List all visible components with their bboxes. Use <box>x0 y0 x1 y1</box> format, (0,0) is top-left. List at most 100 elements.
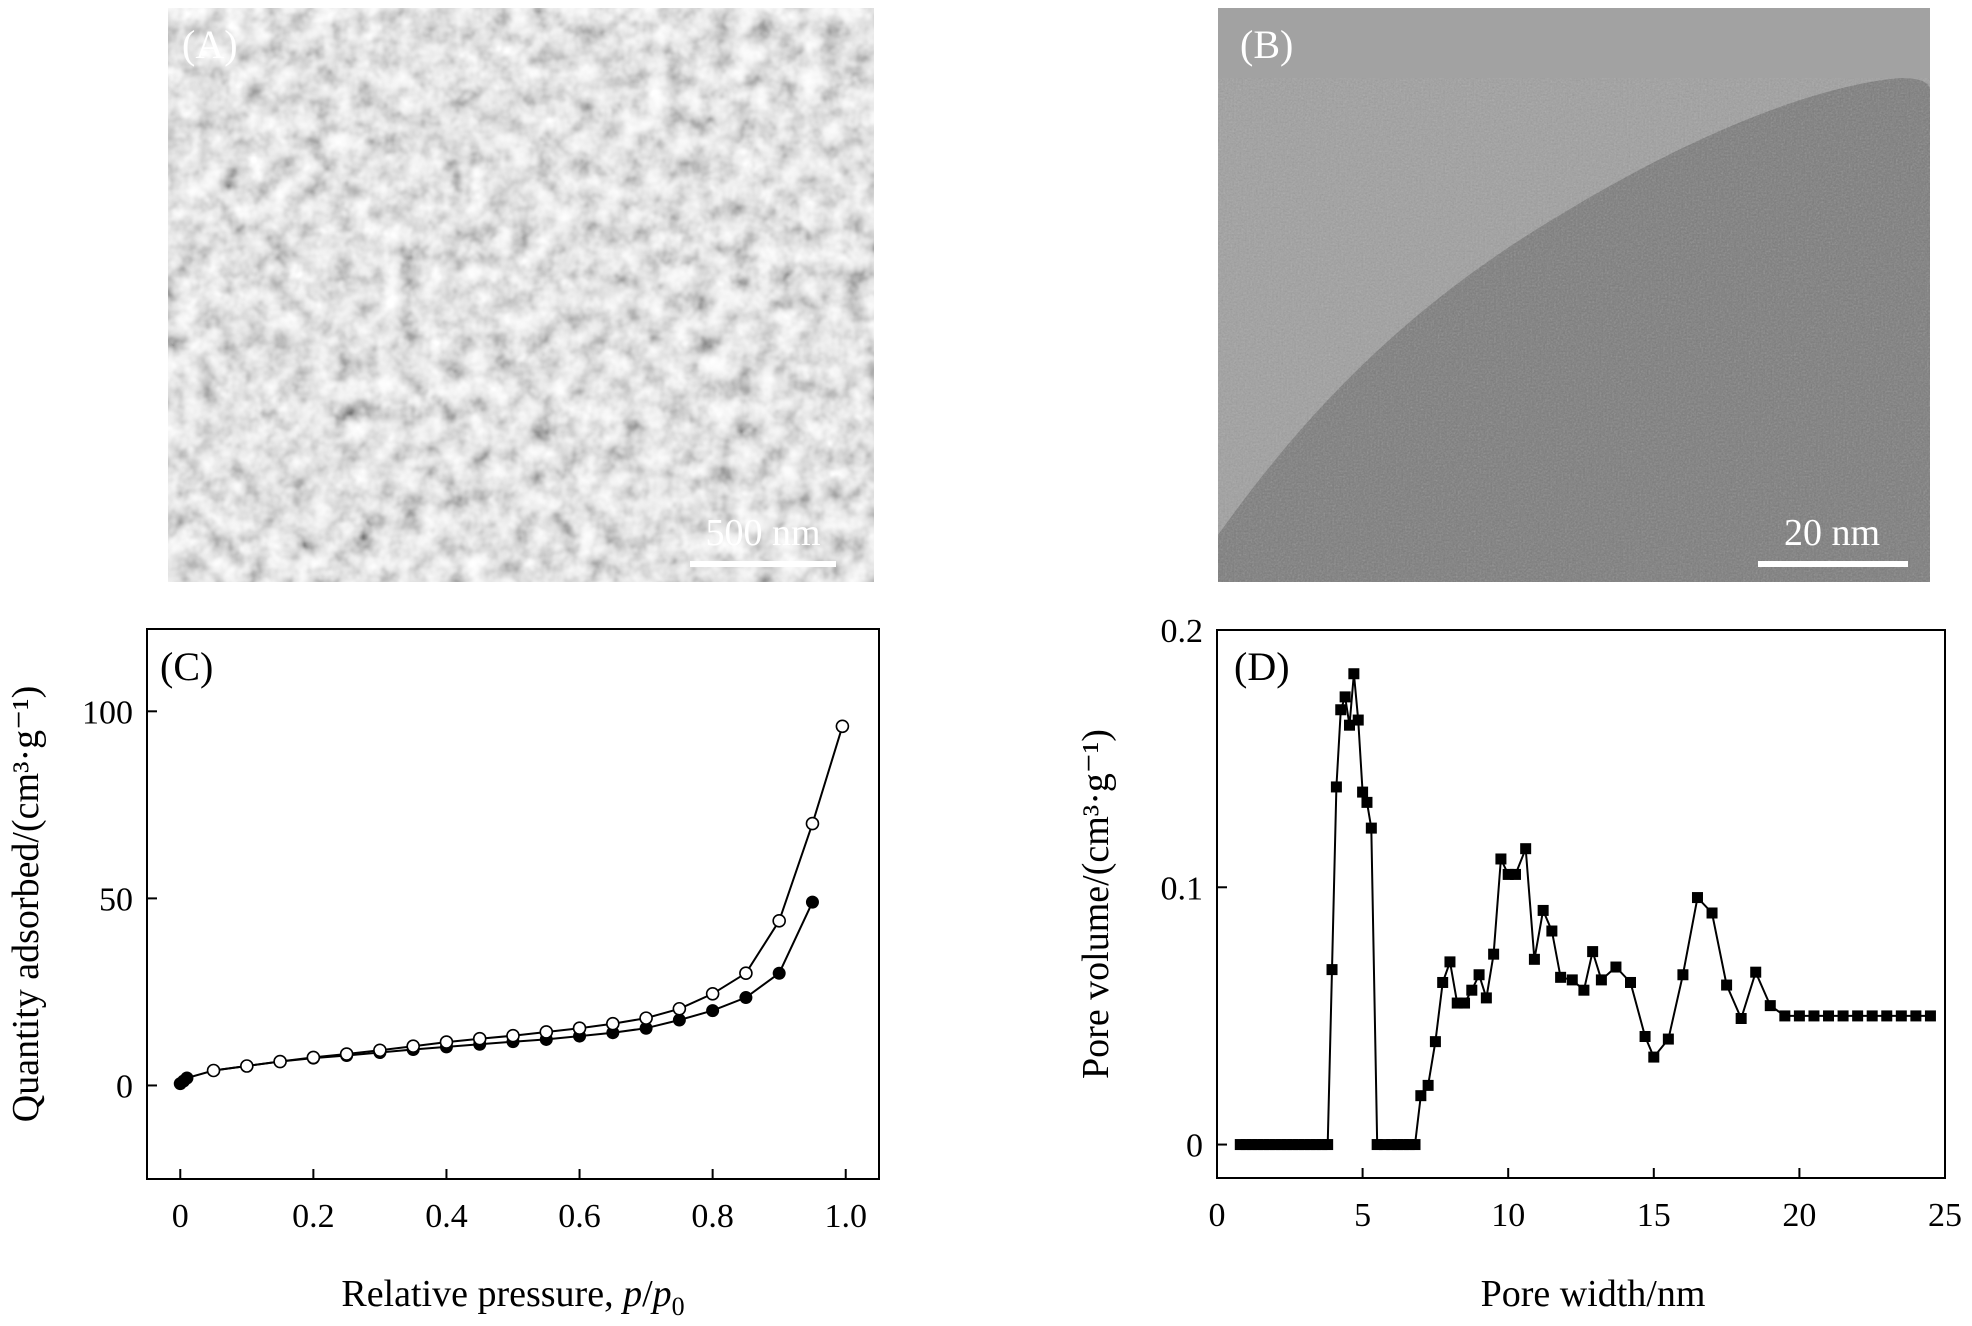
chart-d-point <box>1520 843 1532 855</box>
chart-c-point <box>240 1059 254 1073</box>
chart-d-point <box>1866 1010 1878 1022</box>
chart-c-point <box>206 1063 221 1078</box>
chart-d-point <box>1357 786 1369 798</box>
chart-d-point <box>1422 1079 1434 1091</box>
chart-d-xtick-label: 10 <box>1491 1197 1525 1234</box>
chart-d-point <box>1281 1139 1293 1151</box>
scale-bar-a-text: 500 nm <box>705 512 820 554</box>
chart-c-point <box>772 966 786 980</box>
chart-c-point <box>373 1043 387 1058</box>
chart-d-point <box>1378 1139 1390 1151</box>
chart-d-point <box>1706 907 1718 919</box>
chart-d-point <box>1451 997 1463 1009</box>
chart-c-panel-label: (C) <box>160 644 213 689</box>
chart-d-point <box>1502 868 1514 880</box>
chart-c-point <box>706 1004 720 1018</box>
chart-c-point <box>539 1025 554 1039</box>
chart-d-point <box>1415 1090 1427 1102</box>
chart-d-point <box>1625 976 1637 988</box>
chart-d-point <box>1595 974 1607 986</box>
chart-d-point <box>1304 1139 1316 1151</box>
chart-d-point <box>1473 969 1485 981</box>
chart-d-series-0-line <box>1240 673 1931 1146</box>
chart-d-point <box>1639 1030 1651 1042</box>
chart-c-point <box>273 1054 287 1069</box>
chart-c-point <box>506 1028 520 1043</box>
chart-d-point <box>1298 1139 1310 1151</box>
chart-d-frame <box>1216 629 1946 1179</box>
chart-d-xlabel: Pore width/nm <box>1481 1273 1706 1315</box>
chart-c-ytick-label: 0 <box>116 1068 133 1105</box>
chart-d-point <box>1275 1139 1287 1151</box>
chart-d-point <box>1252 1139 1264 1151</box>
chart-d-point <box>1578 984 1590 996</box>
chart-d-point <box>1480 992 1492 1004</box>
chart-d-point <box>1808 1010 1820 1022</box>
chart-d-point <box>1610 961 1622 973</box>
chart-d-point <box>1852 1010 1864 1022</box>
chart-d-point <box>1326 964 1338 976</box>
chart-d-xtick-label: 25 <box>1928 1197 1962 1234</box>
chart-d-point <box>1509 868 1521 880</box>
chart-d-point <box>1495 853 1507 865</box>
chart-d-point <box>1310 1139 1322 1151</box>
chart-d-point <box>1677 969 1689 981</box>
chart-c-point <box>339 1047 354 1061</box>
chart-d-xtick-label: 15 <box>1637 1197 1671 1234</box>
chart-c-point <box>805 895 819 909</box>
chart-c-point <box>672 1001 687 1016</box>
chart-d-point <box>1234 1139 1246 1151</box>
chart-c-point <box>406 1039 420 1053</box>
chart-d-point <box>1566 974 1578 986</box>
chart-d-ytick-label: 0.1 <box>1161 870 1204 907</box>
chart-d-point <box>1335 704 1347 716</box>
chart-d-point <box>1488 948 1500 960</box>
chart-d-point <box>1881 1010 1893 1022</box>
chart-d-xtick-label: 0 <box>1209 1197 1226 1234</box>
chart-c-point <box>639 1021 653 1035</box>
chart-d-point <box>1287 1139 1299 1151</box>
chart-d-point <box>1823 1010 1835 1022</box>
chart-c-xlabel: Relative pressure, p/p0 <box>341 1273 684 1321</box>
chart-c-point <box>606 1016 620 1031</box>
chart-d-point <box>1735 1012 1747 1024</box>
sem-image-panel: (A) 500 nm <box>168 8 874 582</box>
chart-c-point <box>835 719 850 734</box>
chart-c-point <box>572 1021 587 1036</box>
chart-d-point <box>1528 953 1540 965</box>
chart-d-point <box>1587 946 1599 958</box>
chart-c-point <box>639 1011 653 1025</box>
chart-d-point <box>1555 971 1567 983</box>
chart-c-point <box>805 816 820 831</box>
chart-d-point <box>1246 1139 1258 1151</box>
chart-d-point <box>1316 1139 1328 1151</box>
chart-d: (D) Pore width/nm Pore volume/(cm³·g⁻¹) … <box>1075 613 1962 1315</box>
chart-d-point <box>1750 966 1762 978</box>
chart-d-point <box>1437 976 1449 988</box>
chart-d-point <box>1648 1051 1660 1063</box>
chart-d-point <box>1546 925 1558 937</box>
chart-c-point <box>705 986 720 1001</box>
chart-d-ytick-label: 0.2 <box>1161 613 1204 650</box>
chart-d-point <box>1365 822 1377 834</box>
chart-d-point <box>1924 1010 1936 1022</box>
chart-c-frame <box>146 628 880 1180</box>
chart-d-point <box>1371 1139 1383 1151</box>
chart-d-point <box>1793 1010 1805 1022</box>
chart-c-xtick-label: 1.0 <box>824 1198 867 1235</box>
chart-d-point <box>1269 1139 1281 1151</box>
chart-d-panel-label: (D) <box>1234 644 1290 689</box>
chart-d-point <box>1343 719 1355 731</box>
chart-d-point <box>1459 997 1471 1009</box>
chart-d-point <box>1537 904 1549 916</box>
chart-d-point <box>1263 1139 1275 1151</box>
chart-c-point <box>306 1050 321 1065</box>
chart-c-ylabel: Quantity adsorbed/(cm³·g⁻¹) <box>5 686 47 1122</box>
chart-d-point <box>1392 1139 1404 1151</box>
chart-d-point <box>1910 1010 1922 1022</box>
chart-d-point <box>1386 1139 1398 1151</box>
chart-c-point <box>472 1031 487 1046</box>
chart-d-point <box>1403 1139 1415 1151</box>
chart-d-point <box>1662 1033 1674 1045</box>
